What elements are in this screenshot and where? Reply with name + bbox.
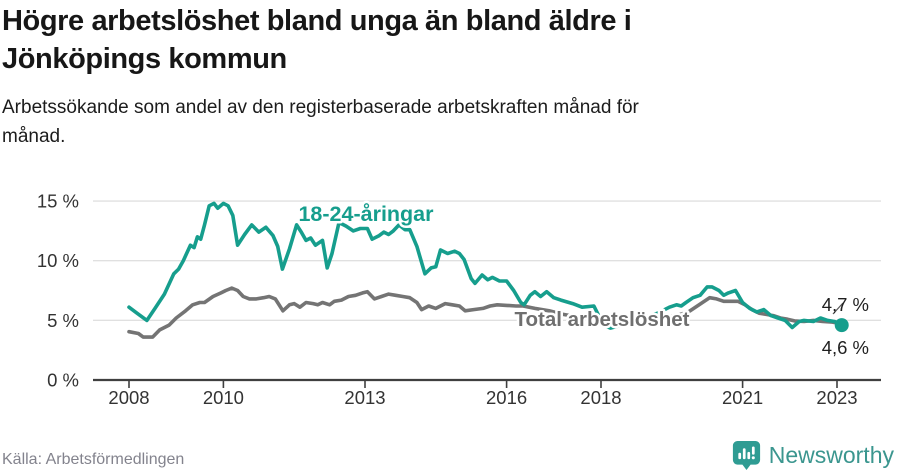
y-tick-label-5: 5 % — [47, 310, 79, 331]
x-tick-label-2016: 2016 — [486, 387, 527, 408]
end-label-youth: 4,6 % — [822, 337, 869, 358]
subtitle-line-2: månad. — [2, 126, 66, 147]
series-line-total — [127, 286, 844, 339]
series-label-total: Total arbetslöshet — [514, 308, 689, 331]
x-tick-label-2008: 2008 — [108, 387, 149, 408]
title-line-1: Högre arbetslöshet bland unga än bland ä… — [2, 5, 632, 37]
x-tick-label-2021: 2021 — [722, 387, 763, 408]
title-line-2: Jönköpings kommun — [2, 43, 287, 75]
series-label-youth: 18-24-åringar — [298, 202, 434, 226]
series-line-youth — [127, 201, 844, 330]
newsworthy-brand-link[interactable]: Newsworthy — [732, 440, 894, 471]
end-label-leader-line — [832, 302, 844, 315]
newsworthy-logo-icon — [732, 440, 761, 471]
y-tick-label-10: 10 % — [37, 250, 79, 271]
y-tick-label-0: 0 % — [47, 370, 79, 391]
x-tick-label-2023: 2023 — [816, 387, 857, 408]
series-endpoint-dot — [834, 318, 849, 333]
chart-subtitle: Arbetssökande som andel av den registerb… — [2, 93, 639, 151]
y-tick-label-15: 15 % — [37, 191, 79, 212]
x-tick-label-2018: 2018 — [580, 387, 621, 408]
source-note: Källa: Arbetsförmedlingen — [2, 451, 185, 468]
x-tick-label-2010: 2010 — [203, 387, 244, 408]
end-label-total: 4,7 % — [822, 294, 869, 315]
newsworthy-brand-text: Newsworthy — [768, 442, 894, 468]
page-title: Högre arbetslöshet bland unga än bland ä… — [2, 2, 632, 78]
subtitle-line-1: Arbetssökande som andel av den registerb… — [2, 97, 639, 118]
x-tick-label-2013: 2013 — [344, 387, 385, 408]
